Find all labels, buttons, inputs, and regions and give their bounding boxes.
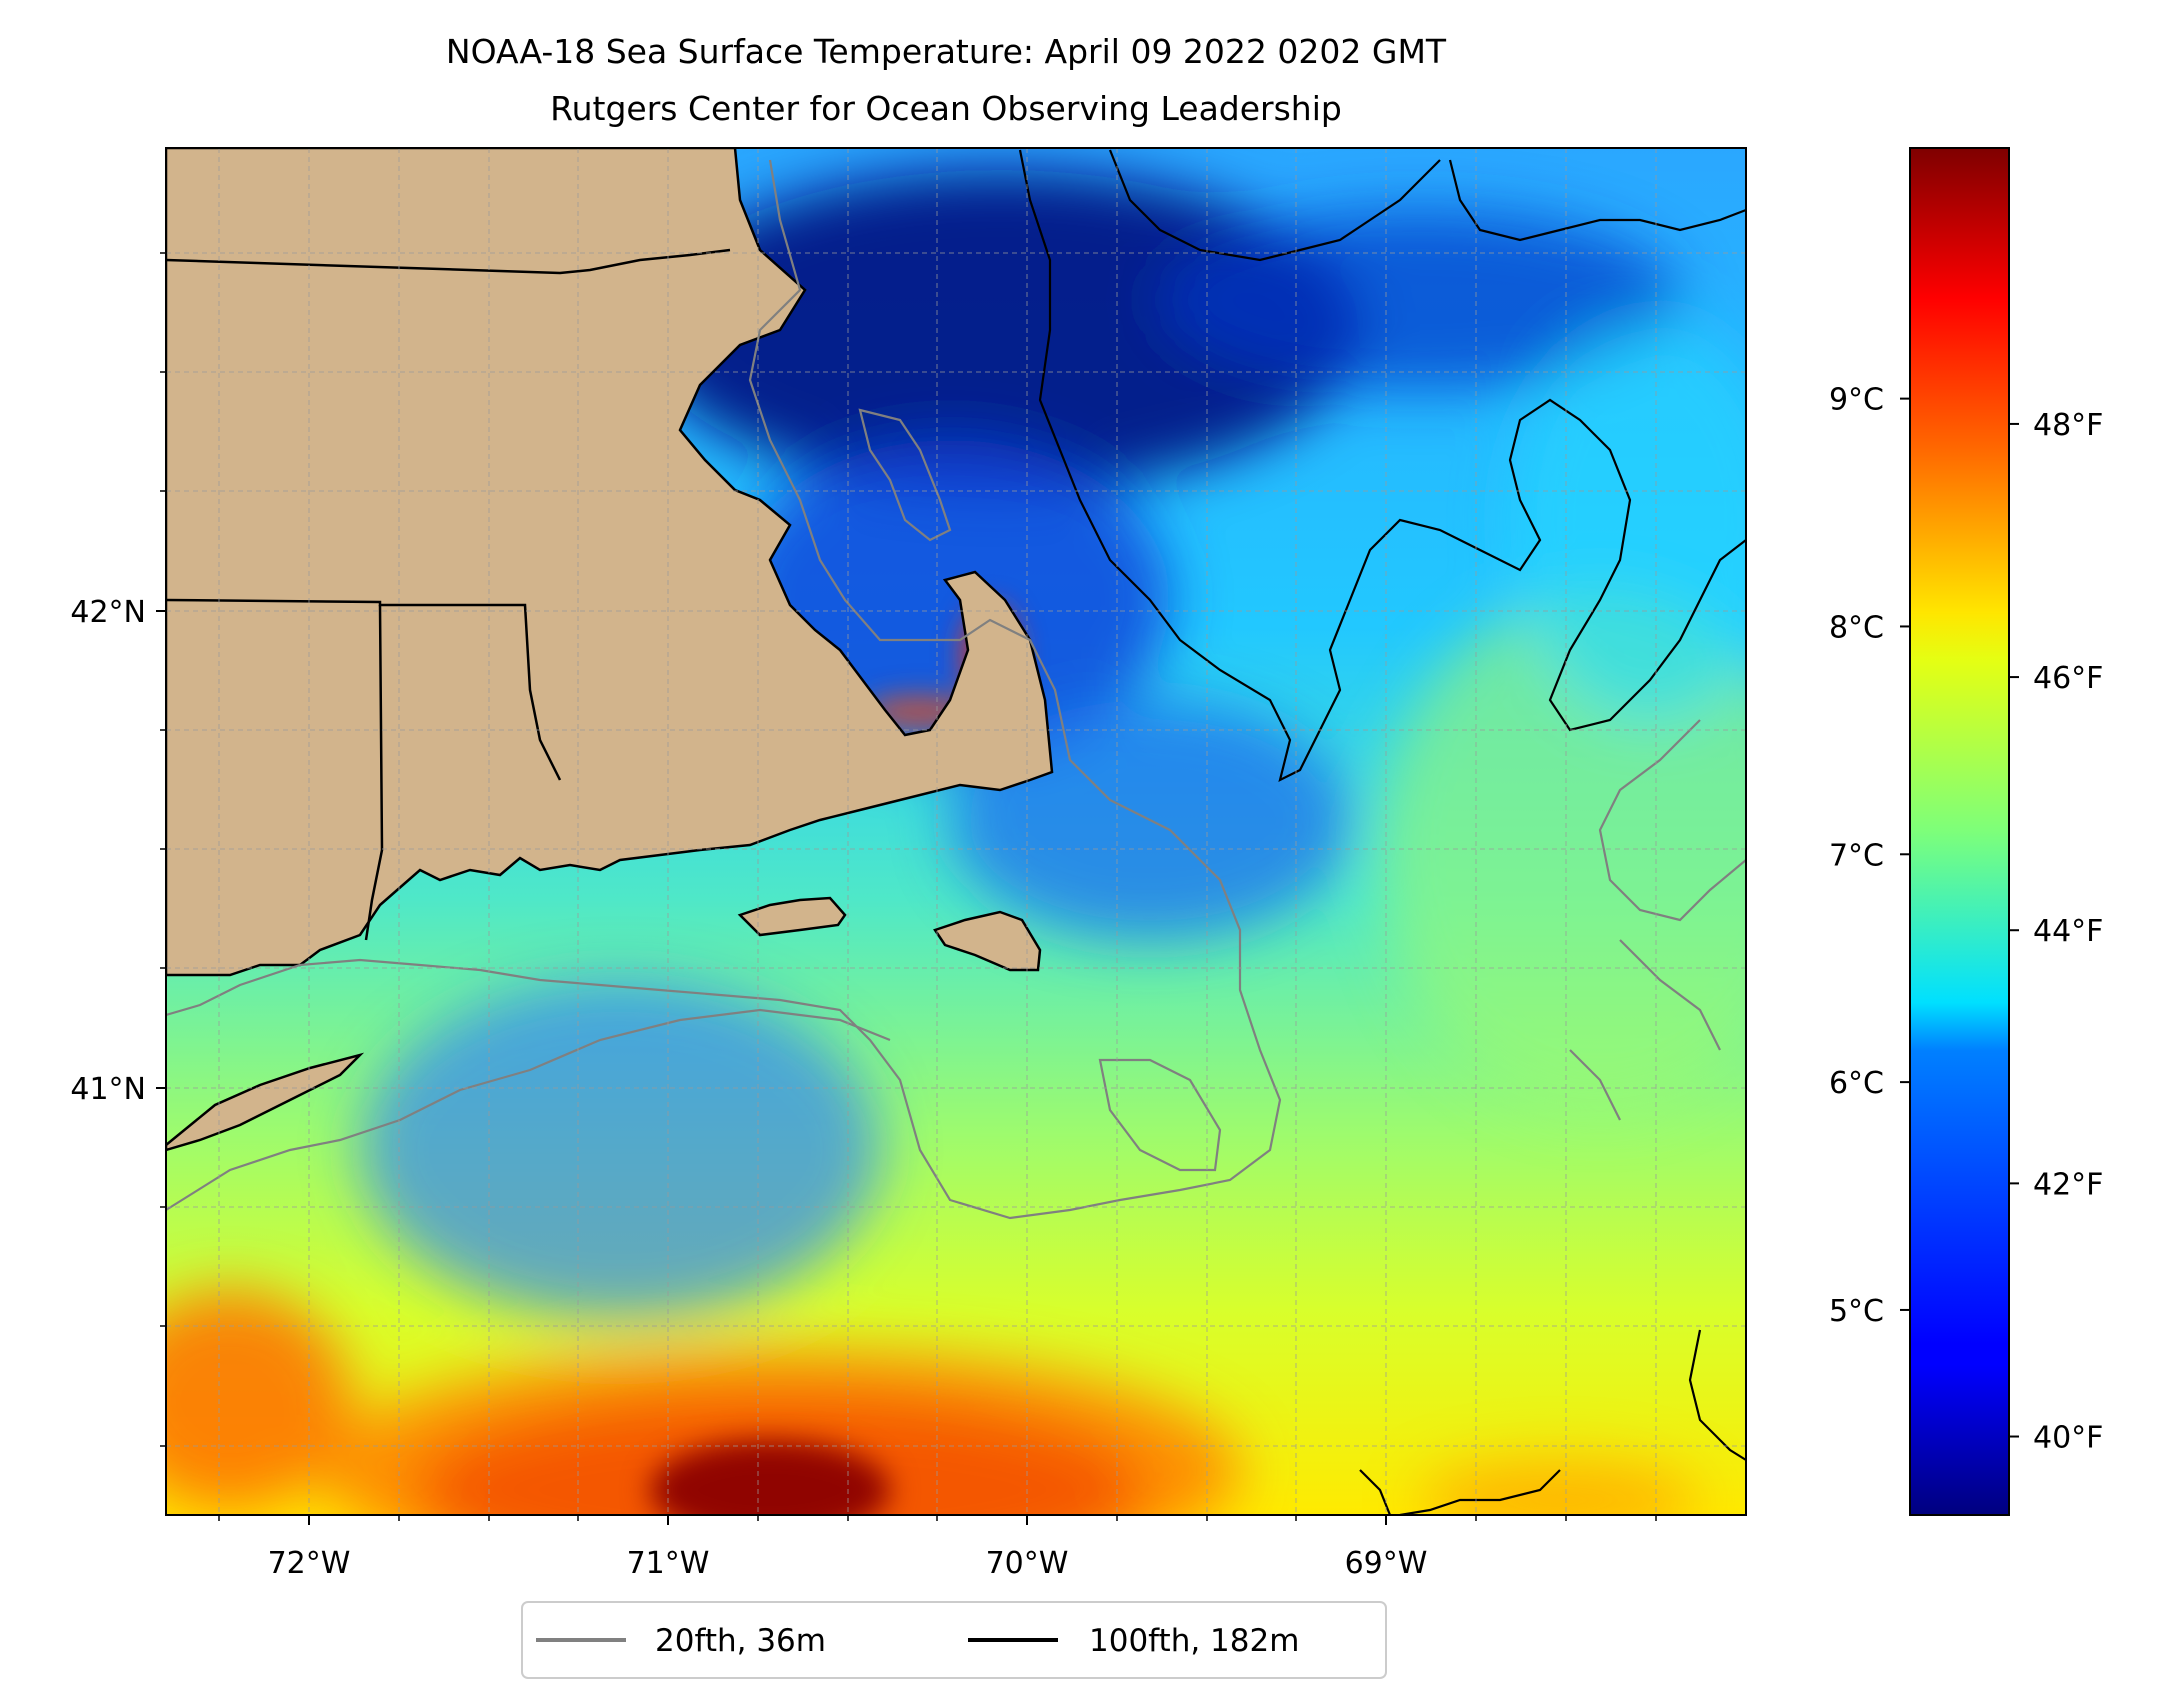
lon-tick-label: 72°W <box>268 1546 351 1581</box>
legend-item-100fth: 100fth, 182m <box>968 1623 1299 1659</box>
map-panel: 72°W 71°W 70°W 69°W <box>70 147 1747 1581</box>
legend-label: 100fth, 182m <box>1089 1623 1299 1659</box>
land-new-england <box>166 148 1054 977</box>
title-line-1: NOAA-18 Sea Surface Temperature: April 0… <box>446 32 1447 71</box>
lon-tick: 69°W <box>1345 1515 1428 1581</box>
colorbar-fahrenheit-label: 40°F <box>2033 1421 2103 1456</box>
colorbar-fahrenheit-label: 42°F <box>2033 1167 2103 1202</box>
lon-tick: 71°W <box>627 1515 710 1581</box>
colorbar-fahrenheit-label: 46°F <box>2033 661 2103 696</box>
lat-tick-label: 42°N <box>70 595 146 630</box>
colorbar-celsius-label: 9°C <box>1829 383 1884 418</box>
legend-box <box>521 1601 1387 1679</box>
title-line-2: Rutgers Center for Ocean Observing Leade… <box>550 89 1342 128</box>
lon-tick: 70°W <box>986 1515 1069 1581</box>
lat-tick-label: 41°N <box>70 1072 146 1107</box>
land-long-island <box>166 1052 365 1152</box>
isobath-100fth <box>1018 149 1746 1515</box>
colorbar: 5°C 6°C 7°C 8°C 9°C 40°F 42°F 44°F 46°F 48°F <box>1829 147 2103 1516</box>
legend-item-20fth: 20fth, 36m <box>536 1623 826 1659</box>
lon-tick-label: 71°W <box>627 1546 710 1581</box>
lat-tick: 42°N <box>70 595 166 630</box>
lon-tick-label: 69°W <box>1345 1546 1428 1581</box>
lon-tick-label: 70°W <box>986 1546 1069 1581</box>
colorbar-fahrenheit-label: 44°F <box>2033 914 2103 949</box>
lon-axis: 72°W 71°W 70°W 69°W <box>218 1515 1657 1581</box>
legend: 20fth, 36m 100fth, 182m <box>521 1601 1387 1679</box>
land-marthas-vineyard <box>737 896 847 937</box>
colorbar-gradient <box>1909 147 2010 1516</box>
colorbar-fahrenheit-label: 48°F <box>2033 408 2103 443</box>
sst-field-detail <box>166 170 1746 1515</box>
colorbar-celsius-label: 5°C <box>1829 1294 1884 1329</box>
lon-tick: 72°W <box>268 1515 351 1581</box>
colorbar-celsius-label: 6°C <box>1829 1066 1884 1101</box>
colorbar-fahrenheit-ticks: 40°F 42°F 44°F 46°F 48°F <box>2009 408 2103 1456</box>
colorbar-celsius-label: 8°C <box>1829 610 1884 645</box>
gridlines <box>166 148 1746 1515</box>
lat-tick: 41°N <box>70 1072 166 1107</box>
colorbar-celsius-label: 7°C <box>1829 838 1884 873</box>
state-borders <box>166 248 731 941</box>
isobath-20fth <box>166 159 1746 1220</box>
legend-label: 20fth, 36m <box>655 1623 826 1659</box>
land-nantucket <box>933 910 1042 972</box>
map-frame <box>165 147 1747 1516</box>
colorbar-celsius-ticks: 5°C 6°C 7°C 8°C 9°C <box>1829 383 1910 1329</box>
lat-axis: 42°N 41°N <box>70 252 166 1447</box>
